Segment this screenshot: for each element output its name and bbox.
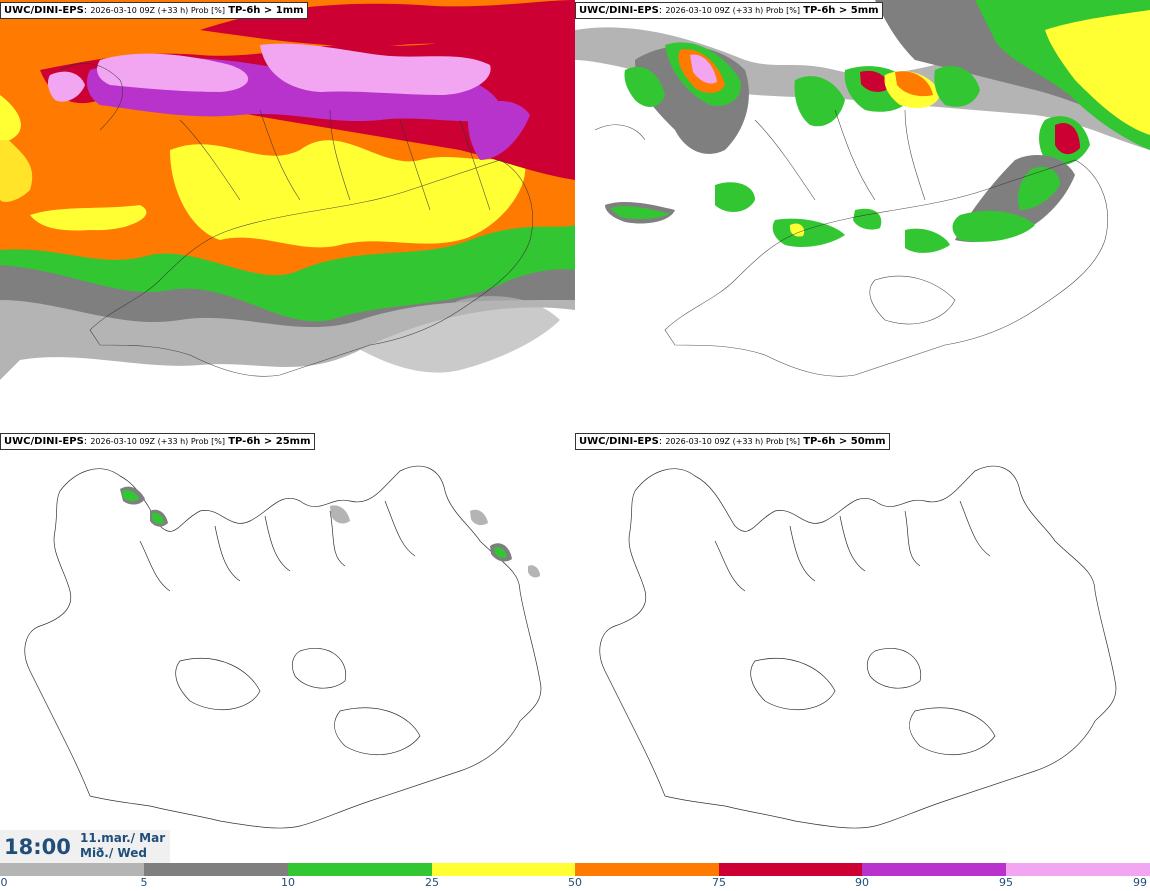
colorbar-tick: 0 [0,876,8,889]
parameter-label: TP-6h > 50mm [803,436,886,447]
valid-date-line1: 11.mar./ Mar [80,831,166,845]
colorbar-legend: 0 5 10 25 50 75 90 95 99 [0,863,1150,891]
run-info: 2026-03-10 09Z (+33 h) Prob [%] [90,437,226,446]
parameter-label: TP-6h > 5mm [803,5,879,16]
probability-map-5mm [575,0,1150,377]
parameter-label: TP-6h > 1mm [228,5,304,16]
colorbar-tick: 95 [999,876,1013,889]
colorbar-segment-5 [719,863,862,876]
panel-title: UWC/DINI-EPS: 2026-03-10 09Z (+33 h) Pro… [575,2,883,19]
run-info: 2026-03-10 09Z (+33 h) Prob [%] [665,437,801,446]
colorbar-segment-6 [862,863,1006,876]
run-info: 2026-03-10 09Z (+33 h) Prob [%] [665,6,801,15]
probability-map-25mm [24,465,542,829]
probability-map-50mm [599,465,1117,829]
run-info: 2026-03-10 09Z (+33 h) Prob [%] [90,6,226,15]
colorbar-tick: 25 [425,876,439,889]
colorbar-tick: 99 [1133,876,1147,889]
colorbar-segment-1 [144,863,288,876]
panel-title: UWC/DINI-EPS: 2026-03-10 09Z (+33 h) Pro… [575,433,890,450]
colorbar-segment-0 [0,863,144,876]
model-name: UWC/DINI-EPS [579,436,659,447]
panel-title: UWC/DINI-EPS: 2026-03-10 09Z (+33 h) Pro… [0,433,315,450]
colorbar-tick: 5 [140,876,148,889]
colorbar-tick: 50 [568,876,582,889]
valid-date-line2: Mið./ Wed [80,846,147,860]
colorbar-segment-4 [575,863,719,876]
model-name: UWC/DINI-EPS [4,436,84,447]
map-panel-5mm: UWC/DINI-EPS: 2026-03-10 09Z (+33 h) Pro… [575,0,1150,431]
valid-time: 18:00 [4,835,71,859]
colorbar-segment-7 [1006,863,1150,876]
map-panel-25mm: UWC/DINI-EPS: 2026-03-10 09Z (+33 h) Pro… [0,431,575,862]
parameter-label: TP-6h > 25mm [228,436,311,447]
colorbar-tick: 10 [281,876,295,889]
valid-time-box: 18:00 11.mar./ Mar Mið./ Wed [0,830,170,863]
colorbar-tick: 75 [712,876,726,889]
probability-map-1mm [0,0,575,431]
colorbar-segment-2 [288,863,432,876]
model-name: UWC/DINI-EPS [579,5,659,16]
colorbar-tick: 90 [855,876,869,889]
colorbar-segment-3 [432,863,575,876]
model-name: UWC/DINI-EPS [4,5,84,16]
panel-title: UWC/DINI-EPS: 2026-03-10 09Z (+33 h) Pro… [0,2,308,19]
map-panel-50mm: UWC/DINI-EPS: 2026-03-10 09Z (+33 h) Pro… [575,431,1150,862]
map-panel-1mm: UWC/DINI-EPS: 2026-03-10 09Z (+33 h) Pro… [0,0,575,431]
